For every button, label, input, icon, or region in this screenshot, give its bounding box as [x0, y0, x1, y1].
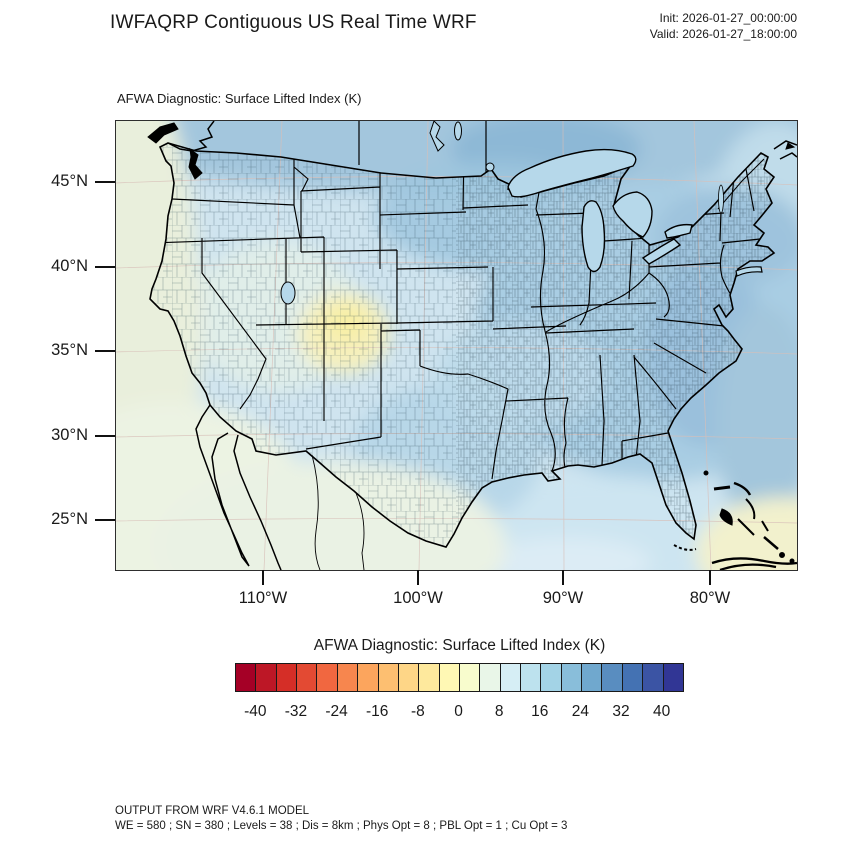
longitude-tick-mark [417, 570, 419, 585]
colorbar-cell [520, 664, 541, 691]
colorbar-cell [296, 664, 317, 691]
puget-sound [188, 147, 203, 180]
longitude-tick-label: 90°W [542, 589, 584, 607]
colorbar-tick-label: -8 [410, 703, 425, 720]
latitude-tick-label: 35°N [51, 341, 88, 359]
vancouver-island [147, 122, 179, 144]
colorbar-cell [499, 664, 521, 691]
colorbar-title: AFWA Diagnostic: Surface Lifted Index (K… [313, 637, 606, 654]
canada-lakes [429, 121, 445, 152]
colorbar-tick-label: -24 [325, 703, 348, 720]
lake-michigan [581, 200, 606, 273]
great-salt-lake [280, 281, 296, 305]
latitude-axis: 45°N 40°N 35°N 30°N 25°N [0, 0, 115, 850]
long-island-bahamas [763, 536, 779, 550]
colorbar-cell [236, 664, 256, 691]
longitude-tick-label: 100°W [393, 589, 443, 607]
lake-superior [507, 148, 637, 198]
colorbar-cell [601, 664, 622, 691]
colorbar-cell [357, 664, 378, 691]
footer-line-1: OUTPUT FROM WRF V4.6.1 MODEL [115, 805, 310, 817]
colorbar-tick-label: 24 [571, 703, 590, 720]
lake-of-the-woods [485, 162, 495, 172]
grand-bahama [713, 485, 731, 491]
init-time-label: Init: 2026-01-27_00:00:00 [659, 11, 797, 25]
colorbar-cell [581, 664, 602, 691]
cuba-coast [711, 557, 797, 570]
islands-and-cays [147, 122, 797, 570]
colorbar-cell [255, 664, 276, 691]
exuma-chain [737, 518, 755, 536]
latitude-tick-mark [95, 435, 115, 437]
colorbar-cell [642, 664, 663, 691]
nova-scotia [785, 142, 796, 150]
cat-island [761, 520, 769, 532]
mexico-canada-coastlines [167, 121, 797, 570]
colorbar-cell [336, 664, 358, 691]
colorbar-cell [560, 664, 582, 691]
colorbar-cell [397, 664, 419, 691]
latitude-tick-mark [95, 266, 115, 268]
valid-time-label: Valid: 2026-01-27_18:00:00 [649, 27, 797, 41]
colorbar [235, 663, 684, 692]
latitude-tick-mark [95, 519, 115, 521]
colorbar-cell [438, 664, 459, 691]
longitude-tick-label: 80°W [689, 589, 731, 607]
colorbar-tick-label: -32 [284, 703, 308, 720]
latitude-tick-label: 30°N [51, 426, 88, 444]
colorbar-cell [316, 664, 337, 691]
colorbar-cell [458, 664, 480, 691]
lake-erie [641, 238, 682, 265]
colorbar-cell [662, 664, 683, 691]
colorbar-cell [377, 664, 398, 691]
colorbar-cell [479, 664, 500, 691]
colorbar-tick-label: 16 [531, 703, 549, 720]
latitude-tick-label: 45°N [51, 172, 88, 190]
lake-ontario [664, 223, 693, 239]
abaco [733, 481, 752, 496]
model-config-footer: OUTPUT FROM WRF V4.6.1 MODEL WE = 580 ; … [115, 804, 567, 833]
great-lakes [280, 121, 763, 305]
colorbar-tick-label: 8 [494, 703, 504, 720]
longitude-tick-mark [709, 570, 711, 585]
andros [719, 508, 733, 526]
latitude-tick-mark [95, 181, 115, 183]
florida-keys [673, 544, 697, 551]
colorbar-tick-label: -40 [244, 703, 267, 720]
model-run-info: Init: 2026-01-27_00:00:00 Valid: 2026-01… [650, 10, 797, 42]
latitude-tick-label: 25°N [51, 510, 88, 528]
colorbar-tick-label: -16 [366, 703, 389, 720]
lake-champlain [718, 184, 724, 214]
colorbar-cell [275, 664, 297, 691]
longitude-tick-label: 110°W [238, 589, 288, 607]
colorbar-tick-label: 0 [454, 703, 463, 720]
colorbar-tick-label: 32 [612, 703, 630, 720]
colorbar-tick-label: 40 [653, 703, 671, 720]
lake-huron [612, 191, 653, 238]
footer-line-2: WE = 580 ; SN = 380 ; Levels = 38 ; Dis … [115, 819, 568, 832]
page-title: IWFAQRP Contiguous US Real Time WRF [110, 12, 477, 33]
longitude-tick-mark [562, 570, 564, 585]
long-island [735, 266, 763, 277]
map-plot-area [115, 120, 798, 571]
map-subtitle: AFWA Diagnostic: Surface Lifted Index (K… [117, 91, 362, 106]
colorbar-cell [418, 664, 439, 691]
latitude-tick-label: 40°N [51, 257, 88, 275]
colorbar-cell [621, 664, 643, 691]
eleuthera [745, 498, 756, 520]
longitude-tick-mark [262, 570, 264, 585]
colorbar-tick-labels: -40 -32 -24 -16 -8 0 8 16 24 32 40 [235, 703, 684, 723]
us-map-svg [116, 121, 797, 570]
colorbar-cell [540, 664, 561, 691]
latitude-tick-mark [95, 350, 115, 352]
lake-winnipegosis [454, 121, 462, 141]
